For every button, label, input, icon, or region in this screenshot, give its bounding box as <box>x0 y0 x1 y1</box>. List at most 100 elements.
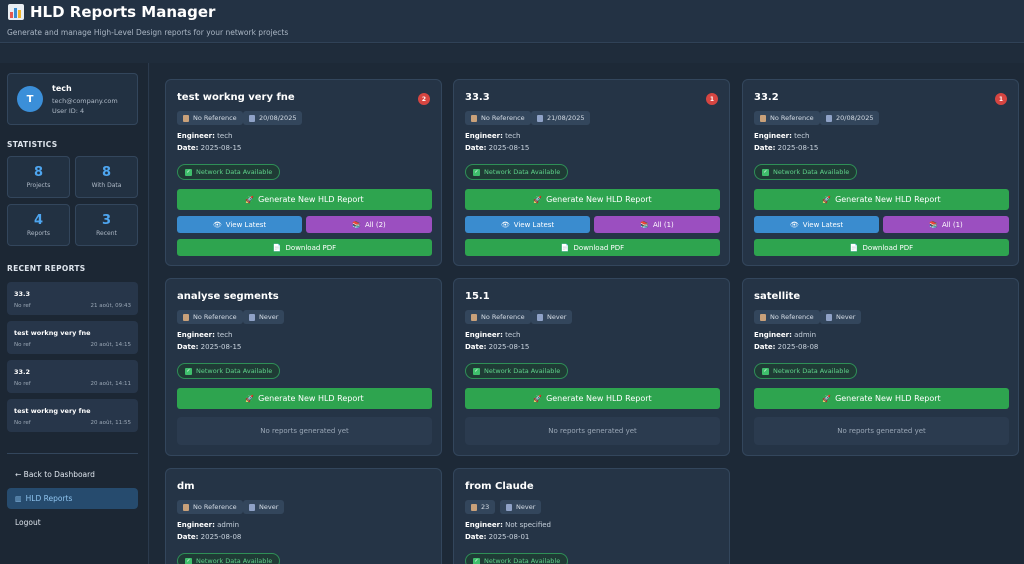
no-reports-placeholder: No reports generated yet <box>754 417 1009 445</box>
user-card: T tech tech@company.com User ID: 4 <box>7 73 138 125</box>
network-data-status: ✓ Network Data Available <box>465 553 569 564</box>
recent-report-ref: No ref <box>14 303 31 309</box>
view-latest-label: View Latest <box>513 220 555 229</box>
user-email: tech@company.com <box>52 97 118 105</box>
stat-with-data: 8 With Data <box>75 156 138 198</box>
generate-report-button[interactable]: 🚀 Generate New HLD Report <box>465 388 720 409</box>
list-icon: 📚 <box>640 220 649 229</box>
bar-chart-icon <box>8 4 24 20</box>
page-subtitle: Generate and manage High-Level Design re… <box>7 28 289 37</box>
stat-label: Reports <box>26 230 50 237</box>
view-latest-label: View Latest <box>225 220 267 229</box>
download-pdf-button[interactable]: 📄 Download PDF <box>754 239 1009 256</box>
calendar-icon <box>537 114 543 122</box>
all-reports-button[interactable]: 📚 All (1) <box>594 216 720 233</box>
generate-report-button[interactable]: 🚀 Generate New HLD Report <box>177 189 432 210</box>
all-reports-label: All (1) <box>652 220 674 229</box>
last-report-text: Never <box>259 313 279 321</box>
network-data-text: Network Data Available <box>773 367 850 375</box>
date-value: 2025-08-15 <box>200 144 242 152</box>
view-latest-button[interactable]: 👁 View Latest <box>465 216 590 233</box>
view-latest-button[interactable]: 👁 View Latest <box>177 216 302 233</box>
reference-text: No Reference <box>481 114 525 122</box>
recent-report-title: test workng very fne <box>14 329 91 337</box>
header-divider-strip <box>0 44 1024 63</box>
last-report-chip: Never <box>531 310 573 324</box>
engineer-label: Engineer: <box>465 521 503 529</box>
stat-value: 3 <box>101 213 112 228</box>
check-icon: ✓ <box>185 557 192 564</box>
recent-report-date: 20 août, 11:55 <box>90 420 131 426</box>
reference-text: No Reference <box>770 114 814 122</box>
date-label: Date: <box>465 144 487 152</box>
sidebar: T tech tech@company.com User ID: 4 STATI… <box>0 63 149 564</box>
projects-grid: test workng very fne 2 No Reference 20/0… <box>150 63 1024 564</box>
nav-hld-reports[interactable]: ▥ HLD Reports <box>7 488 138 509</box>
date-row: Date: 2025-08-08 <box>754 343 818 351</box>
date-value: 2025-08-15 <box>777 144 819 152</box>
network-data-status: ✓ Network Data Available <box>754 363 858 379</box>
stat-reports: 4 Reports <box>7 204 70 246</box>
recent-report-ref: No ref <box>14 420 31 426</box>
stat-projects: 8 Projects <box>7 156 70 198</box>
reference-chip: No Reference <box>754 111 820 125</box>
reference-chip: No Reference <box>177 310 243 324</box>
eye-icon: 👁 <box>212 220 222 229</box>
engineer-row: Engineer: admin <box>754 331 816 339</box>
all-reports-label: All (1) <box>941 220 963 229</box>
generate-report-button[interactable]: 🚀 Generate New HLD Report <box>465 189 720 210</box>
engineer-value: tech <box>505 132 521 140</box>
user-id: User ID: 4 <box>52 107 85 115</box>
date-label: Date: <box>465 343 487 351</box>
generate-report-button[interactable]: 🚀 Generate New HLD Report <box>177 388 432 409</box>
logout-link[interactable]: Logout <box>15 518 41 527</box>
app-header: HLD Reports Manager Generate and manage … <box>0 0 1024 43</box>
engineer-value: tech <box>505 331 521 339</box>
project-card: 33.3 1 No Reference 21/08/2025 Engineer:… <box>453 79 730 266</box>
generate-report-button[interactable]: 🚀 Generate New HLD Report <box>754 189 1009 210</box>
date-value: 2025-08-08 <box>777 343 819 351</box>
all-reports-button[interactable]: 📚 All (2) <box>306 216 432 233</box>
engineer-row: Engineer: admin <box>177 521 239 529</box>
download-pdf-button[interactable]: 📄 Download PDF <box>465 239 720 256</box>
recent-report-item[interactable]: 33.2 No ref 20 août, 14:11 <box>7 360 138 393</box>
network-data-text: Network Data Available <box>196 367 273 375</box>
all-reports-label: All (2) <box>364 220 386 229</box>
all-reports-button[interactable]: 📚 All (1) <box>883 216 1009 233</box>
recent-report-item[interactable]: test workng very fne No ref 20 août, 11:… <box>7 399 138 432</box>
reference-chip: No Reference <box>177 111 243 125</box>
recent-report-item[interactable]: 33.3 No ref 21 août, 09:43 <box>7 282 138 315</box>
no-reports-placeholder: No reports generated yet <box>465 417 720 445</box>
network-data-text: Network Data Available <box>484 367 561 375</box>
engineer-row: Engineer: tech <box>465 132 520 140</box>
network-data-text: Network Data Available <box>484 557 561 564</box>
download-pdf-button[interactable]: 📄 Download PDF <box>177 239 432 256</box>
network-data-status: ✓ Network Data Available <box>754 164 858 180</box>
check-icon: ✓ <box>762 168 769 176</box>
engineer-row: Engineer: Not specified <box>465 521 551 529</box>
back-to-dashboard-link[interactable]: ← Back to Dashboard <box>15 470 95 479</box>
view-latest-label: View Latest <box>802 220 844 229</box>
network-data-text: Network Data Available <box>484 168 561 176</box>
stat-label: Projects <box>26 182 51 189</box>
project-card: 15.1 No Reference Never Engineer: tech D… <box>453 278 730 456</box>
rocket-icon: 🚀 <box>822 394 832 403</box>
calendar-icon <box>537 313 543 321</box>
view-latest-button[interactable]: 👁 View Latest <box>754 216 879 233</box>
project-card: analyse segments No Reference Never Engi… <box>165 278 442 456</box>
stat-label: Recent <box>96 230 117 237</box>
generate-report-button[interactable]: 🚀 Generate New HLD Report <box>754 388 1009 409</box>
reference-text: No Reference <box>193 503 237 511</box>
last-report-text: Never <box>516 503 536 511</box>
date-row: Date: 2025-08-15 <box>465 144 529 152</box>
project-card: test workng very fne 2 No Reference 20/0… <box>165 79 442 266</box>
date-value: 2025-08-01 <box>488 533 530 541</box>
date-row: Date: 2025-08-15 <box>177 144 241 152</box>
recent-report-item[interactable]: test workng very fne No ref 20 août, 14:… <box>7 321 138 354</box>
engineer-value: tech <box>794 132 810 140</box>
recent-report-date: 20 août, 14:11 <box>90 381 131 387</box>
date-value: 2025-08-15 <box>200 343 242 351</box>
reference-text: 23 <box>481 503 490 511</box>
document-icon: 📄 <box>272 243 282 252</box>
clipboard-icon <box>183 114 189 122</box>
